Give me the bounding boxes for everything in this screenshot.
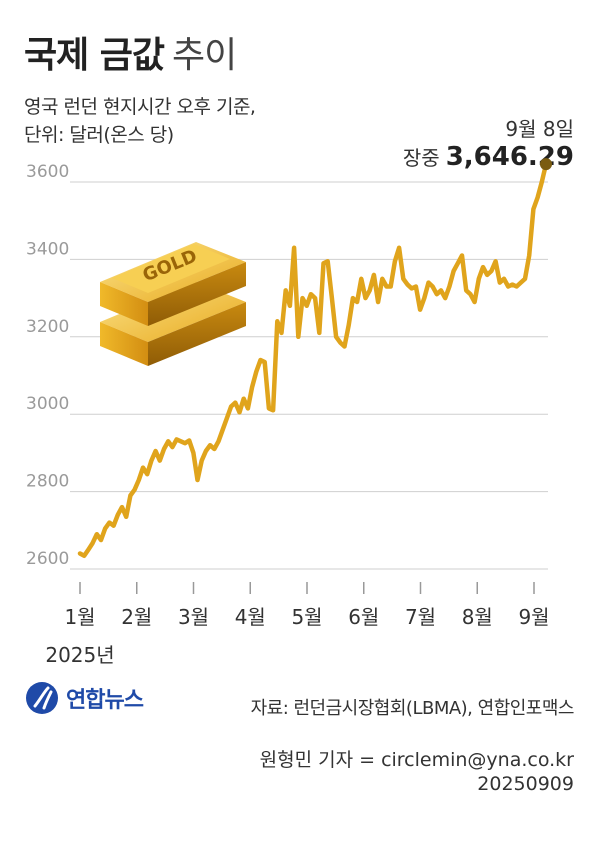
reporter-credit: 원형민 기자 = circlemin@yna.co.kr (259, 749, 574, 771)
x-tick-labels: 1월 2월 3월 4월 5월 6월 7월 8월 9월 (64, 582, 550, 629)
callout-value-block: 장중 3,646.29 (403, 142, 574, 172)
x-tick-label: 5월 (291, 605, 322, 629)
x-tick-label: 3월 (178, 605, 209, 629)
gold-bar-illustration: GOLD (100, 242, 246, 366)
yonhap-logo-icon (26, 682, 58, 714)
title-bold: 국제 금값 (24, 35, 165, 76)
title-light: 추이 (172, 35, 237, 76)
x-tick-label: 2월 (121, 605, 152, 629)
y-tick-label: 3600 (26, 162, 69, 182)
x-tick-label: 9월 (518, 605, 549, 629)
year-label: 2025년 (45, 643, 114, 667)
page-title: 국제 금값 추이 (24, 26, 237, 78)
y-tick-label: 3000 (26, 394, 69, 414)
x-tick-label: 7월 (405, 605, 436, 629)
latest-point-marker (540, 158, 552, 171)
callout-label: 장중 (402, 146, 440, 170)
callout-date: 9월 8일 (505, 117, 574, 141)
price-line (77, 161, 549, 559)
subtitle-line-2: 단위: 달러(온스 당) (24, 124, 174, 146)
source-note: 자료: 런던금시장협회(LBMA), 연합인포맥스 (250, 698, 575, 719)
x-tick-label: 6월 (348, 605, 379, 629)
date-stamp: 20250909 (477, 773, 574, 795)
price-series (77, 158, 552, 559)
logo-text: 연합뉴스 (66, 688, 144, 713)
y-tick-label: 2600 (26, 549, 69, 569)
y-tick-labels: 2600 2800 3000 3200 3400 3600 (26, 162, 69, 569)
grid-lines (70, 181, 548, 570)
y-tick-label: 3200 (26, 317, 69, 337)
x-tick-label: 8월 (462, 605, 493, 629)
subtitle-line-1: 영국 런던 현지시간 오후 기준, (24, 96, 256, 118)
x-tick-label: 4월 (235, 605, 266, 629)
y-tick-label: 2800 (26, 472, 69, 492)
yonhap-logo[interactable]: 연합뉴스 (24, 680, 144, 716)
x-tick-label: 1월 (64, 605, 95, 629)
callout-value: 3,646.29 (445, 142, 574, 172)
y-tick-label: 3400 (26, 239, 69, 259)
